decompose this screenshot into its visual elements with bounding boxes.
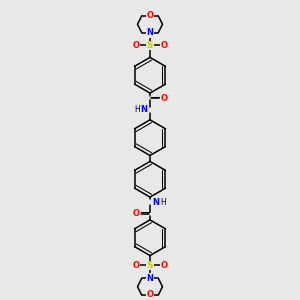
Text: O: O: [133, 41, 140, 50]
Text: N: N: [146, 274, 154, 283]
Text: O: O: [160, 94, 167, 103]
Text: H: H: [134, 105, 140, 114]
Text: O: O: [160, 261, 167, 270]
Text: O: O: [160, 41, 167, 50]
Text: N: N: [141, 105, 148, 114]
Text: H: H: [160, 198, 166, 207]
Text: O: O: [133, 261, 140, 270]
Text: O: O: [146, 290, 154, 299]
Text: S: S: [147, 261, 153, 270]
Text: O: O: [146, 11, 154, 20]
Text: N: N: [146, 28, 154, 37]
Text: O: O: [133, 209, 140, 218]
Text: N: N: [152, 198, 159, 207]
Text: S: S: [147, 41, 153, 50]
